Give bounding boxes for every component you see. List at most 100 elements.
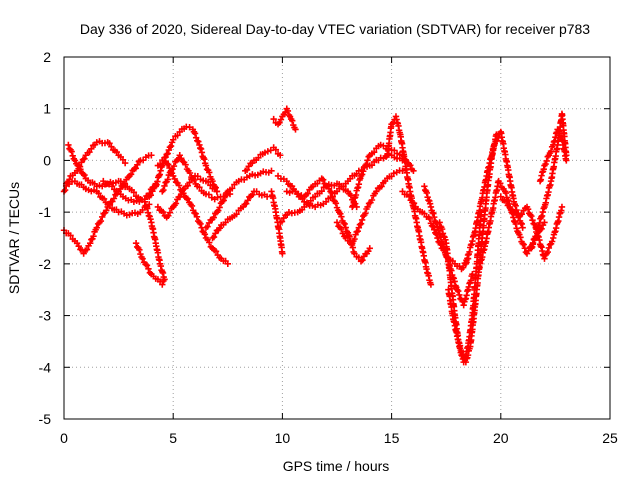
data-point xyxy=(438,225,446,233)
data-point xyxy=(77,166,84,173)
data-point xyxy=(221,193,229,200)
data-point xyxy=(110,195,118,202)
satellite-arc-29 xyxy=(497,193,566,262)
data-point xyxy=(191,130,199,137)
data-point xyxy=(373,188,380,195)
x-tick-label: 10 xyxy=(275,430,291,446)
data-marks xyxy=(60,105,570,366)
data-point xyxy=(233,211,240,218)
data-point xyxy=(332,200,340,207)
data-point xyxy=(563,157,570,164)
data-point xyxy=(161,182,168,190)
data-point xyxy=(370,148,378,156)
data-point xyxy=(202,162,210,169)
satellite-arc-19 xyxy=(283,175,373,265)
chart-title: Day 336 of 2020, Sidereal Day-to-day VTE… xyxy=(80,21,590,37)
data-point xyxy=(360,168,367,175)
y-tick-label: -4 xyxy=(39,359,52,375)
data-point xyxy=(220,197,227,204)
y-tick-label: -3 xyxy=(39,308,52,324)
data-point xyxy=(427,203,435,211)
data-point xyxy=(197,145,205,153)
data-point xyxy=(165,146,173,154)
data-point xyxy=(147,215,154,223)
data-point xyxy=(166,209,174,216)
data-point xyxy=(426,215,434,223)
data-point xyxy=(424,194,431,201)
y-tick-label: -2 xyxy=(39,256,52,272)
data-point xyxy=(277,152,284,159)
data-point xyxy=(136,246,143,254)
data-point xyxy=(130,189,138,196)
data-point xyxy=(196,184,203,191)
data-point xyxy=(61,186,69,194)
data-point xyxy=(137,250,144,258)
data-point xyxy=(535,222,542,230)
data-point xyxy=(164,176,171,183)
data-point xyxy=(329,193,336,200)
data-point xyxy=(145,265,152,273)
data-point xyxy=(545,244,553,252)
data-point xyxy=(493,131,500,138)
data-point xyxy=(100,195,108,203)
satellite-arc-18 xyxy=(277,180,360,226)
data-point xyxy=(192,134,200,141)
x-tick-label: 5 xyxy=(169,430,177,446)
data-point xyxy=(113,148,120,156)
y-axis-label: SDTVAR / TECUs xyxy=(6,182,22,294)
data-point xyxy=(439,230,447,237)
data-point xyxy=(141,198,149,205)
satellite-arc-21 xyxy=(349,141,417,211)
data-point xyxy=(421,210,428,217)
x-tick-label: 20 xyxy=(493,430,509,446)
data-point xyxy=(469,271,476,278)
y-tick-label: -1 xyxy=(39,204,52,220)
data-point xyxy=(366,245,373,252)
data-point xyxy=(528,243,536,251)
data-point xyxy=(103,207,110,214)
data-point xyxy=(134,161,141,169)
data-point xyxy=(455,287,462,295)
x-tick-label: 15 xyxy=(384,430,400,446)
y-tick-label: 0 xyxy=(43,152,51,168)
x-tick-label: 25 xyxy=(602,430,618,446)
data-point xyxy=(430,226,438,233)
data-point xyxy=(272,146,280,153)
data-point xyxy=(191,176,198,184)
y-tick-label: 1 xyxy=(43,101,51,117)
data-point xyxy=(450,275,458,282)
data-point xyxy=(429,209,436,216)
data-point xyxy=(355,254,363,261)
data-point xyxy=(167,142,175,150)
data-point xyxy=(426,200,434,207)
data-point xyxy=(318,188,325,195)
satellite-arc-20 xyxy=(333,167,406,247)
data-point xyxy=(163,160,171,167)
data-point xyxy=(538,212,546,220)
data-point xyxy=(243,166,251,174)
data-point xyxy=(139,255,146,262)
data-point xyxy=(542,160,549,168)
data-point xyxy=(144,205,151,212)
data-point xyxy=(154,178,161,185)
satellite-arc-22 xyxy=(384,113,435,288)
x-tick-labels: 0 5 10 15 20 25 xyxy=(60,430,618,446)
data-point xyxy=(175,182,183,189)
data-point xyxy=(410,200,418,207)
data-point xyxy=(354,227,361,235)
data-point xyxy=(279,250,286,257)
satellite-arc-30 xyxy=(528,110,570,252)
data-point xyxy=(209,177,216,185)
data-point xyxy=(548,238,556,245)
data-point xyxy=(338,213,345,220)
data-point xyxy=(407,162,414,169)
data-point xyxy=(555,127,562,135)
x-axis-label: GPS time / hours xyxy=(283,458,390,474)
data-point xyxy=(192,210,199,217)
data-point xyxy=(338,225,345,233)
data-point xyxy=(159,281,166,288)
data-point xyxy=(119,156,127,163)
satellite-arc-3 xyxy=(65,141,144,203)
data-point xyxy=(196,141,203,149)
